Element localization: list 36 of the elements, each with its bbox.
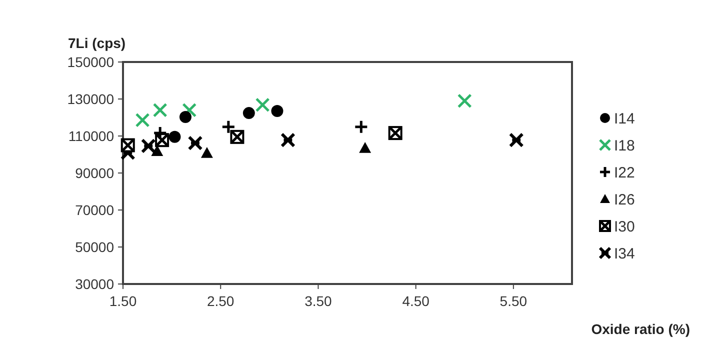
y-tick-label: 30000 bbox=[75, 276, 114, 292]
y-tick-label: 110000 bbox=[68, 128, 114, 144]
point bbox=[242, 107, 255, 120]
legend-label: I30 bbox=[614, 218, 635, 236]
point bbox=[280, 132, 296, 148]
y-tick-label: 70000 bbox=[75, 202, 114, 218]
point bbox=[182, 102, 197, 118]
legend-label: I14 bbox=[614, 110, 635, 128]
y-tick-label: 150000 bbox=[67, 54, 114, 70]
point bbox=[359, 142, 372, 153]
point bbox=[135, 112, 150, 128]
x-tick-label: 3.50 bbox=[304, 293, 332, 309]
point bbox=[354, 120, 368, 134]
x-tick-label: 2.50 bbox=[206, 293, 234, 309]
point bbox=[200, 147, 213, 158]
legend-label: I34 bbox=[614, 245, 635, 262]
y-tick-label: 90000 bbox=[75, 164, 114, 181]
y-tick-label: 130000 bbox=[67, 90, 114, 107]
point bbox=[168, 130, 181, 143]
x-tick-label: 5.50 bbox=[500, 293, 528, 309]
x-axis-title: Oxide ratio (%) bbox=[591, 321, 690, 337]
point bbox=[508, 132, 524, 148]
point bbox=[271, 105, 284, 118]
point bbox=[457, 94, 472, 108]
point bbox=[152, 102, 168, 118]
point bbox=[255, 98, 270, 112]
point bbox=[140, 138, 156, 154]
legend-label: I18 bbox=[614, 137, 635, 154]
y-axis-title: 7Li (cps) bbox=[68, 35, 126, 51]
x-tick-label: 4.50 bbox=[402, 293, 430, 309]
legend-label: I26 bbox=[614, 191, 635, 208]
y-tick-label: 50000 bbox=[75, 238, 114, 255]
x-tick-label: 1.50 bbox=[109, 293, 137, 309]
point bbox=[188, 136, 203, 151]
legend-label: I22 bbox=[614, 164, 635, 182]
point bbox=[179, 110, 192, 123]
